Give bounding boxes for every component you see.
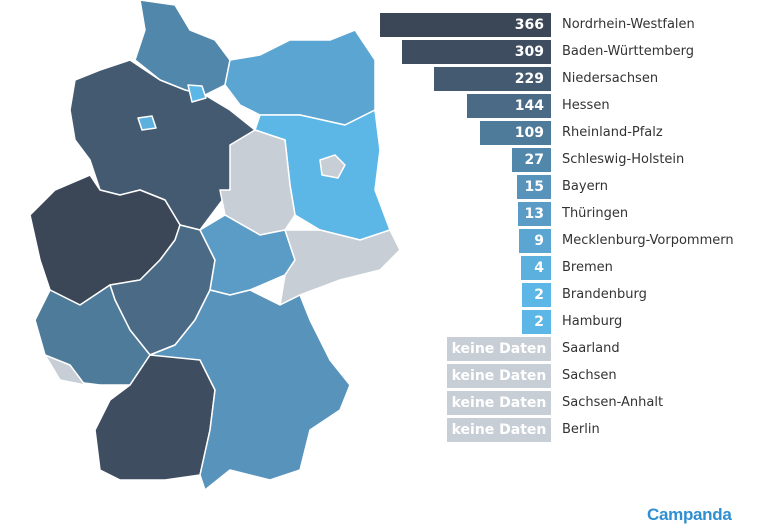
bar: keine Daten bbox=[447, 364, 551, 388]
bar-row: 27 Schleswig-Holstein bbox=[0, 148, 765, 172]
bar-label: Rheinland-Pfalz bbox=[562, 125, 663, 140]
bar-row: 109 Rheinland-Pfalz bbox=[0, 121, 765, 145]
bar-label: Bremen bbox=[562, 260, 613, 275]
bar-row: 366 Nordrhein-Westfalen bbox=[0, 13, 765, 37]
bar: 4 bbox=[521, 256, 551, 280]
bar-row: 15 Bayern bbox=[0, 175, 765, 199]
state-berlin bbox=[319, 154, 346, 179]
bar: 229 bbox=[433, 67, 551, 91]
bar: keine Daten bbox=[447, 418, 551, 442]
bar-label: Saarland bbox=[562, 341, 620, 356]
bar-label: Nordrhein-Westfalen bbox=[562, 17, 695, 32]
bar-label: Sachsen-Anhalt bbox=[562, 395, 664, 410]
bar: 9 bbox=[519, 229, 551, 253]
bar: 366 bbox=[380, 13, 551, 37]
bar-row: 9 Mecklenburg-Vorpommern bbox=[0, 229, 765, 253]
bar: 2 bbox=[522, 283, 551, 307]
state-niedersachsen bbox=[69, 59, 256, 231]
bar-label: Berlin bbox=[562, 422, 600, 437]
germany-map bbox=[29, 0, 401, 491]
bar: 144 bbox=[466, 94, 551, 118]
bar-row: 13 Thüringen bbox=[0, 202, 765, 226]
bar-row: keine Daten Sachsen bbox=[0, 364, 765, 388]
bar-row: keine Daten Berlin bbox=[0, 418, 765, 442]
bar-row: keine Daten Saarland bbox=[0, 337, 765, 361]
state-bremen bbox=[137, 115, 157, 131]
bar-label: Thüringen bbox=[562, 206, 629, 221]
bar-row: keine Daten Sachsen-Anhalt bbox=[0, 391, 765, 415]
bar-row: 4 Bremen bbox=[0, 256, 765, 280]
bar: 109 bbox=[480, 121, 551, 145]
bar-row: 144 Hessen bbox=[0, 94, 765, 118]
bar: 13 bbox=[517, 202, 551, 226]
bar-row: 229 Niedersachsen bbox=[0, 67, 765, 91]
bar-label: Schleswig-Holstein bbox=[562, 152, 685, 167]
bar: 2 bbox=[522, 310, 551, 334]
bar: 309 bbox=[402, 40, 551, 64]
bar-label: Hessen bbox=[562, 98, 610, 113]
bar-row: 309 Baden-Württemberg bbox=[0, 40, 765, 64]
bar-label: Baden-Württemberg bbox=[562, 44, 694, 59]
state-sachsen bbox=[279, 229, 401, 306]
state-schleswig-holstein bbox=[134, 0, 231, 96]
bar-label: Niedersachsen bbox=[562, 71, 659, 86]
bar-label: Mecklenburg-Vorpommern bbox=[562, 233, 734, 248]
state-bayern bbox=[149, 289, 351, 491]
bar-label: Bayern bbox=[562, 179, 608, 194]
bar-label: Hamburg bbox=[562, 314, 623, 329]
bar-label: Sachsen bbox=[562, 368, 617, 383]
bar-row: 2 Hamburg bbox=[0, 310, 765, 334]
bar: keine Daten bbox=[447, 337, 551, 361]
bar-label: Brandenburg bbox=[562, 287, 647, 302]
state-hamburg bbox=[187, 84, 207, 103]
bar: 15 bbox=[517, 175, 551, 199]
bar: keine Daten bbox=[447, 391, 551, 415]
state-saarland bbox=[44, 354, 86, 386]
bar-row: 2 Brandenburg bbox=[0, 283, 765, 307]
bar: 27 bbox=[512, 148, 551, 172]
campanda-logo: Campanda bbox=[647, 505, 732, 524]
